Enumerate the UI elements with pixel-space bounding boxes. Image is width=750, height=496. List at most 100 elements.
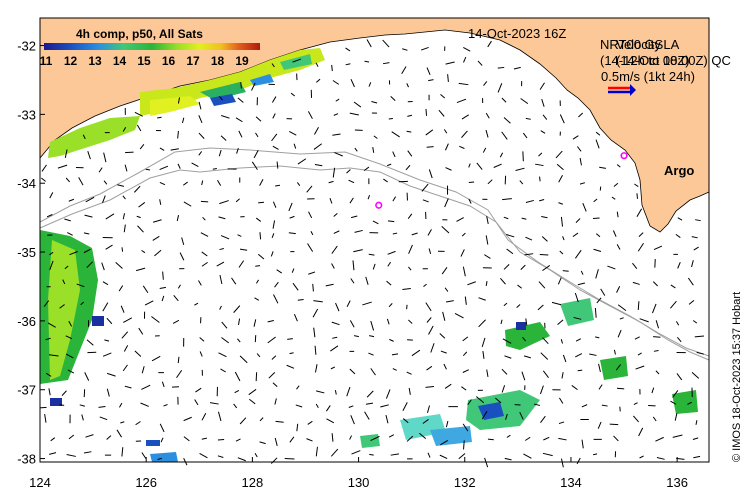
current-vector <box>287 338 293 340</box>
current-vector <box>115 262 123 269</box>
current-vector <box>535 163 544 167</box>
current-vector <box>695 420 698 425</box>
current-vector <box>249 398 256 405</box>
current-vector <box>461 232 466 237</box>
current-vector <box>368 352 374 356</box>
current-vector <box>540 352 549 360</box>
current-vector <box>253 319 257 327</box>
current-vector <box>57 164 68 169</box>
current-vector <box>234 371 241 382</box>
current-vector <box>517 284 522 289</box>
current-vector <box>691 372 700 379</box>
current-vector <box>86 261 93 269</box>
current-vector <box>276 161 279 169</box>
current-vector <box>332 133 341 136</box>
current-vector <box>271 233 275 238</box>
current-vector <box>139 143 145 150</box>
current-vector <box>272 382 278 387</box>
current-vector <box>501 97 507 103</box>
lon-tick-label: 130 <box>348 475 370 490</box>
current-vector <box>237 457 246 462</box>
current-vector <box>106 435 112 440</box>
current-vector <box>198 280 202 286</box>
current-vector <box>561 372 564 379</box>
current-vector <box>619 317 624 320</box>
current-vector <box>582 202 587 212</box>
current-vector <box>331 64 333 72</box>
current-vector <box>173 294 179 302</box>
current-vector <box>270 457 278 464</box>
current-vector <box>103 152 107 163</box>
current-vector <box>521 371 526 381</box>
current-vector <box>617 329 622 338</box>
current-vector <box>406 83 409 88</box>
current-vector <box>315 403 319 409</box>
current-vector <box>364 60 370 63</box>
current-vector <box>254 297 260 301</box>
overlay-text-2: (14-12h to 00Z) <box>600 53 690 68</box>
current-vector <box>408 319 413 324</box>
current-vector <box>638 232 644 238</box>
current-vector <box>116 429 122 438</box>
current-vector <box>255 116 262 122</box>
current-vector <box>637 242 644 252</box>
current-vector <box>183 201 192 207</box>
current-vector <box>328 180 334 184</box>
current-vector <box>520 98 529 105</box>
current-vector <box>295 404 303 408</box>
current-vector <box>539 199 545 202</box>
current-vector <box>122 364 128 372</box>
current-vector <box>617 304 627 312</box>
current-vector <box>428 169 433 179</box>
current-vector <box>198 151 203 156</box>
current-vector <box>593 248 602 252</box>
current-vector <box>540 130 546 134</box>
current-vector <box>385 414 389 424</box>
current-vector <box>271 355 277 360</box>
current-vector <box>525 236 533 241</box>
current-vector <box>195 387 202 393</box>
current-vector <box>456 217 464 222</box>
current-vector <box>236 147 239 154</box>
current-vector <box>141 366 145 374</box>
current-vector <box>85 196 95 203</box>
current-vector <box>199 337 205 342</box>
colorbar-label: 16 <box>162 54 176 68</box>
colorbar-label: 15 <box>137 54 151 68</box>
current-vector <box>233 305 241 313</box>
current-vector <box>592 453 598 456</box>
current-vector <box>212 168 217 170</box>
current-vector <box>542 370 549 379</box>
current-vector <box>636 193 638 199</box>
current-vector <box>525 117 531 120</box>
current-vector <box>562 270 569 272</box>
current-vector <box>477 60 483 66</box>
current-vector <box>462 266 466 277</box>
current-vector <box>537 304 544 311</box>
current-vector <box>310 231 314 236</box>
current-vector <box>502 338 512 344</box>
current-vector <box>503 264 510 270</box>
current-vector <box>259 417 264 422</box>
current-vector <box>632 415 639 423</box>
current-vector <box>201 251 208 257</box>
current-vector <box>486 369 489 377</box>
current-vector <box>408 387 411 395</box>
current-vector <box>579 157 582 166</box>
current-vector <box>387 250 396 255</box>
current-vector <box>273 294 279 304</box>
lon-tick-label: 128 <box>242 475 264 490</box>
current-vector <box>612 230 617 237</box>
current-vector <box>159 147 165 151</box>
colorbar-labels: 11 12 13 14 15 16 17 18 19 <box>40 54 249 68</box>
current-vector <box>573 316 582 320</box>
current-vector <box>313 143 323 150</box>
current-vector <box>331 321 340 326</box>
overlay-text-3: Velocity <box>616 37 661 52</box>
current-vector <box>183 436 190 442</box>
current-vector <box>368 82 372 87</box>
current-vector <box>482 147 487 153</box>
current-vector <box>672 390 679 398</box>
current-vector <box>198 101 202 110</box>
current-vector <box>670 284 676 289</box>
